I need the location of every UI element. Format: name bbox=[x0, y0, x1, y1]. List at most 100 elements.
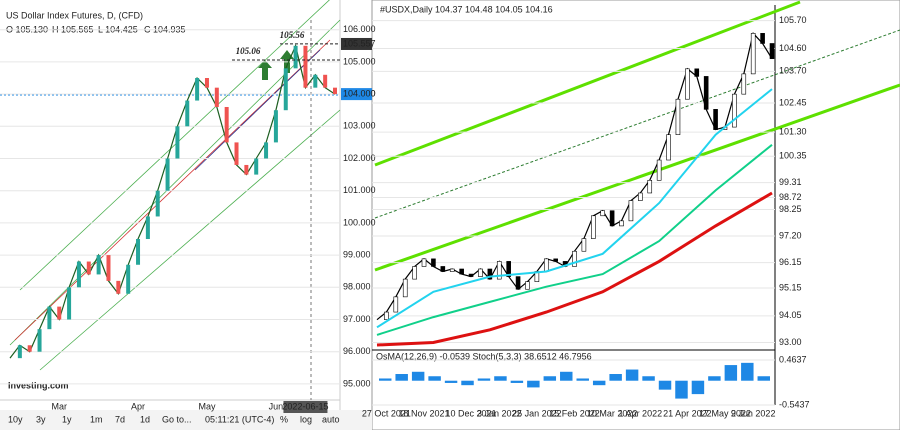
candle bbox=[155, 190, 160, 217]
candle bbox=[487, 268, 493, 280]
toolbar-button[interactable]: 1m bbox=[90, 414, 103, 424]
candle bbox=[106, 255, 111, 281]
osma-bar bbox=[560, 371, 573, 381]
toolbar-button[interactable]: 1d bbox=[140, 414, 150, 424]
candle bbox=[224, 106, 229, 143]
osma-bar bbox=[411, 371, 425, 381]
candle bbox=[449, 268, 455, 272]
osma-bar bbox=[543, 376, 557, 381]
candle bbox=[293, 45, 298, 69]
y-tick-label: 98.72 bbox=[779, 192, 802, 202]
moving-average bbox=[376, 88, 773, 329]
osma-bar bbox=[510, 380, 524, 383]
y-tick-label: 97.20 bbox=[779, 230, 802, 240]
moving-average bbox=[376, 191, 773, 347]
candle bbox=[244, 164, 249, 175]
candle bbox=[750, 33, 756, 75]
candle bbox=[591, 215, 596, 239]
candle bbox=[769, 43, 775, 59]
osma-bar bbox=[379, 378, 392, 381]
y-tick-label: 104.60 bbox=[779, 43, 807, 53]
candle bbox=[600, 210, 606, 217]
candle bbox=[313, 74, 318, 88]
price-tag bbox=[341, 37, 372, 50]
x-tick-label: Mar bbox=[51, 401, 67, 411]
candle bbox=[384, 311, 389, 320]
candle bbox=[323, 74, 328, 88]
toolbar-button[interactable]: 10y bbox=[8, 414, 23, 424]
toolbar-button[interactable]: 3y bbox=[36, 414, 46, 424]
x-tick-label: 25 Jan 2022 bbox=[512, 408, 562, 418]
candle bbox=[685, 68, 690, 100]
candle bbox=[116, 280, 121, 294]
y-tick-label: 105.70 bbox=[779, 15, 807, 25]
toolbar-button[interactable]: auto bbox=[322, 414, 340, 424]
candle bbox=[333, 87, 337, 95]
candle bbox=[195, 78, 200, 101]
osma-bar bbox=[724, 365, 738, 381]
candle bbox=[459, 268, 464, 275]
osma-bar bbox=[461, 380, 474, 386]
y-tick-label: 100.000 bbox=[343, 217, 376, 227]
osma-bar bbox=[527, 380, 540, 388]
osma-bar bbox=[741, 362, 754, 381]
y-tick-label: 96.000 bbox=[343, 346, 371, 356]
candle bbox=[393, 296, 399, 313]
osma-bar bbox=[428, 376, 441, 381]
y-tick-label: 98.000 bbox=[343, 282, 371, 292]
candle bbox=[506, 261, 511, 277]
toolbar-bar bbox=[0, 410, 372, 430]
candle bbox=[647, 180, 653, 194]
candle bbox=[47, 306, 52, 330]
candle bbox=[412, 266, 417, 280]
x-tick-label: 27 Oct 2021 bbox=[362, 408, 411, 418]
moving-average bbox=[376, 144, 773, 336]
x-tick-label: 15 Feb 2022 bbox=[549, 408, 600, 418]
price-tag-label: 104.000 bbox=[343, 88, 376, 98]
x-tick-label: 18 Nov 2021 bbox=[399, 408, 450, 418]
osma-bar bbox=[576, 378, 589, 381]
osma-bar bbox=[477, 378, 491, 381]
x-tick-label: 10 Mar 2022 bbox=[587, 408, 638, 418]
candle bbox=[619, 220, 624, 227]
x-tick-label: 21 Apr 2022 bbox=[663, 408, 712, 418]
candle bbox=[656, 159, 662, 181]
candle bbox=[96, 255, 101, 275]
indicator-title: OsMA(12,26,9) -0.0539 Stoch(5,3,3) 38.65… bbox=[376, 351, 592, 361]
x-tick-label: 3 Jan 2022 bbox=[477, 408, 522, 418]
right-title: #USDX,Daily 104.37 104.48 104.05 104.16 bbox=[380, 4, 553, 14]
toolbar-button[interactable]: % bbox=[280, 414, 288, 424]
candle bbox=[145, 216, 150, 240]
toolbar-button[interactable]: Go to... bbox=[162, 414, 192, 424]
price-line bbox=[9, 43, 336, 359]
candle bbox=[37, 329, 42, 352]
candle bbox=[515, 276, 521, 290]
toolbar-button[interactable]: 1y bbox=[62, 414, 72, 424]
arrow-up bbox=[258, 60, 272, 80]
candle bbox=[628, 200, 634, 222]
candle bbox=[694, 68, 700, 77]
toolbar-button[interactable]: log bbox=[300, 414, 312, 424]
y-tick-label: 97.000 bbox=[343, 314, 371, 324]
candle bbox=[543, 258, 549, 272]
trend-line bbox=[194, 49, 321, 171]
candle bbox=[303, 45, 308, 88]
candle bbox=[581, 238, 587, 252]
x-tick-label: 9 Jun 2022 bbox=[731, 408, 776, 418]
x-tick-label: Jun bbox=[269, 401, 284, 411]
y-tick-label: 101.000 bbox=[343, 185, 376, 195]
x-tick-label: 2022-06-15 bbox=[282, 401, 328, 411]
toolbar-button[interactable]: 7d bbox=[115, 414, 125, 424]
candle bbox=[67, 287, 72, 320]
candle bbox=[496, 261, 502, 280]
osma-bar bbox=[642, 376, 655, 381]
candle bbox=[136, 239, 141, 265]
candle bbox=[440, 266, 446, 272]
candle bbox=[553, 258, 558, 262]
left-title: US Dollar Index Futures, D, (CFD) bbox=[6, 10, 143, 20]
y-tick-label: 102.45 bbox=[779, 97, 807, 107]
indicator-tick-label: -0.5437 bbox=[779, 399, 810, 409]
candle bbox=[572, 250, 577, 267]
candle bbox=[27, 345, 32, 352]
